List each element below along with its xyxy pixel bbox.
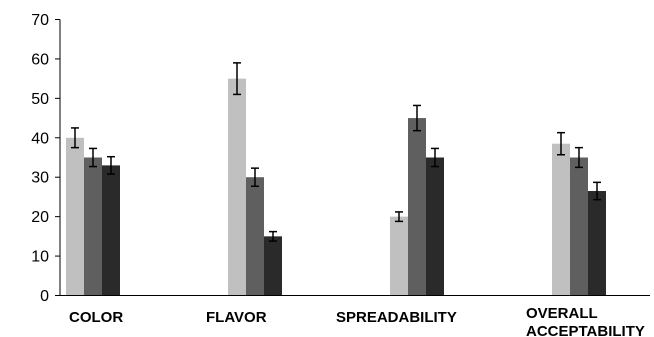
error-bars (71, 62, 601, 242)
error-bar (413, 104, 421, 132)
x-category-label-line: ACCEPTABILITY (526, 323, 645, 337)
bar (588, 191, 606, 296)
error-bar (251, 167, 259, 188)
x-category-label: COLOR (69, 309, 123, 326)
bar (246, 177, 264, 296)
bar (264, 236, 282, 296)
bar (408, 118, 426, 296)
error-bar (557, 131, 565, 156)
bar (390, 216, 408, 296)
x-category-label: OVERALL ACCEPTABILITY (526, 305, 645, 337)
y-tick-label: 10 (31, 249, 49, 266)
y-tick-label: 30 (31, 170, 49, 187)
bar (66, 137, 84, 296)
y-tick-label: 70 (31, 12, 49, 29)
y-tick-label: 50 (31, 91, 49, 108)
bar (228, 78, 246, 296)
error-bar (395, 211, 403, 223)
y-tick-label: 40 (31, 130, 49, 147)
error-bar (107, 155, 115, 175)
error-bar (89, 147, 97, 168)
bar (84, 157, 102, 296)
bars (66, 78, 606, 296)
error-bar (593, 181, 601, 201)
bar (552, 143, 570, 296)
bar (570, 157, 588, 296)
y-tick-label: 20 (31, 209, 49, 226)
y-tick-label: 60 (31, 51, 49, 68)
error-bar (71, 127, 79, 149)
bar (102, 165, 120, 296)
error-bar (575, 146, 583, 169)
error-bar (431, 147, 439, 168)
category-labels: COLOR FLAVOR SPREADABILITY OVERALL ACCEPTABI… (69, 305, 645, 337)
y-axis: 0 10 20 30 40 50 60 70 (31, 12, 61, 305)
x-category-label-line: OVERALL (526, 305, 598, 322)
error-bar (233, 62, 241, 96)
error-bar (269, 230, 277, 242)
x-category-label: SPREADABILITY (336, 309, 457, 326)
y-tick-label: 0 (40, 288, 49, 305)
x-category-label: FLAVOR (206, 309, 267, 326)
bar (426, 157, 444, 296)
